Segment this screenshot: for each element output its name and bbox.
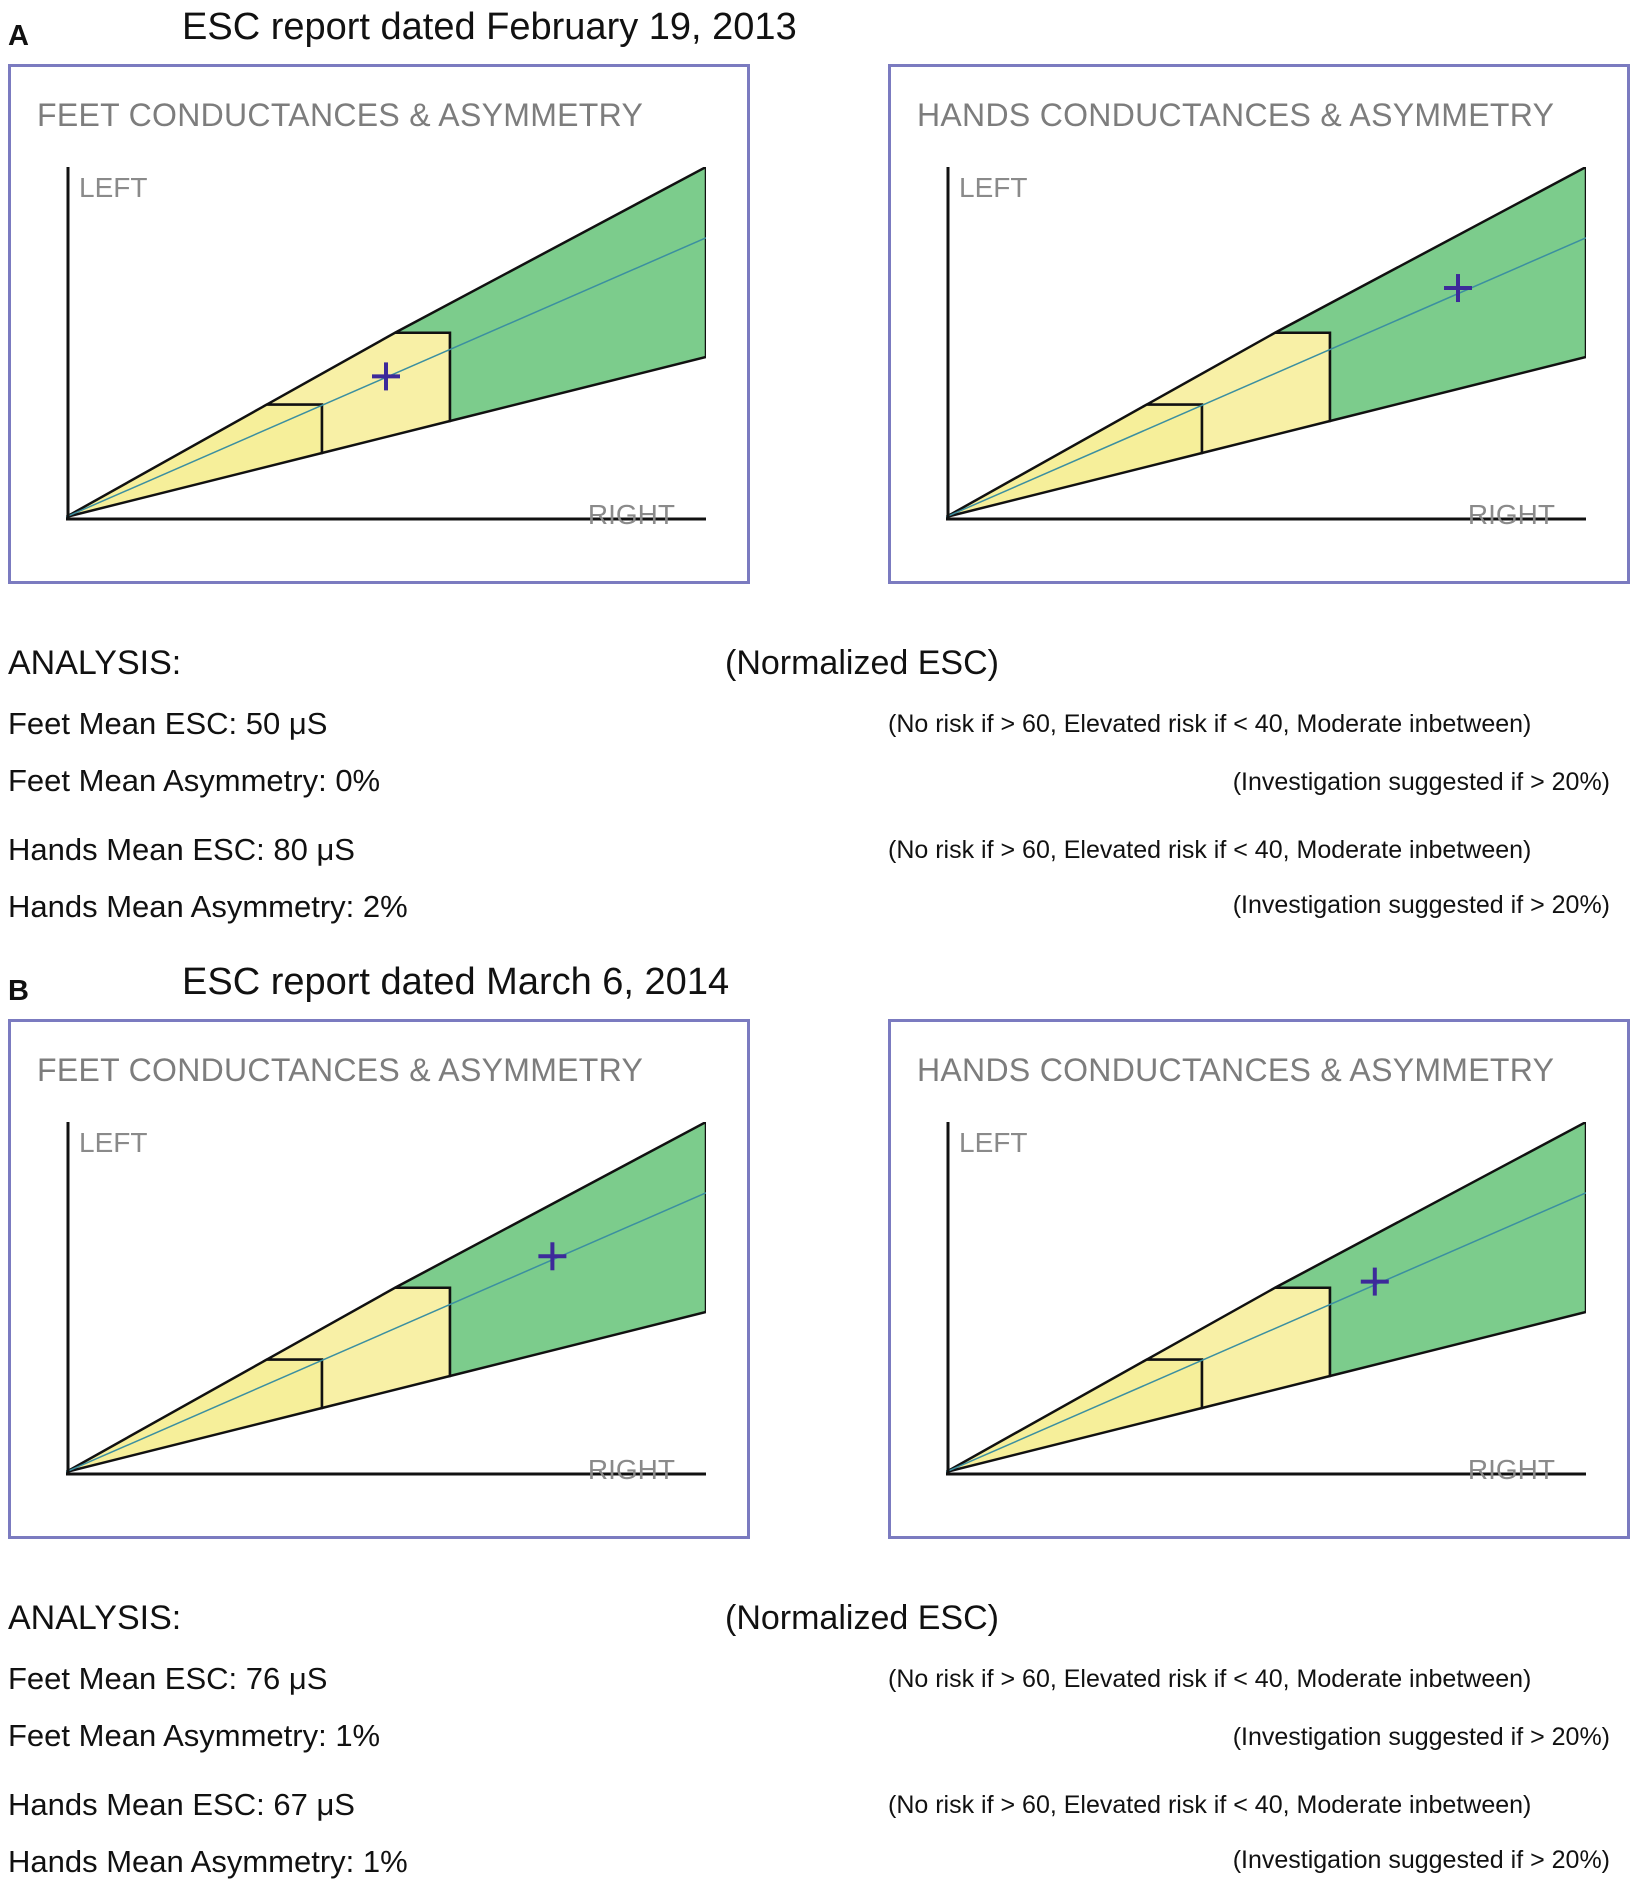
asymmetry-note: (Investigation suggested if > 20%) [1232, 891, 1610, 919]
panel-letter: B [8, 975, 29, 1007]
symmetry-line [66, 1192, 706, 1473]
normalized-esc-label: (Normalized ESC) [725, 1599, 999, 1637]
measurement-marker [372, 362, 400, 391]
feet-conductance-plot [66, 167, 706, 521]
panel-letter: A [8, 20, 29, 52]
no-risk-zone [1274, 1122, 1586, 1378]
asymmetry-note: (Investigation suggested if > 20%) [1232, 768, 1610, 796]
feet-chart-panel: FEET CONDUCTANCES & ASYMMETRY LEFT RIGHT [8, 64, 750, 584]
hands-mean-esc: Hands Mean ESC: 80 μS [8, 832, 355, 867]
analysis-heading: ANALYSIS: [8, 1599, 182, 1637]
left-axis-label: LEFT [959, 1127, 1028, 1158]
esc-risk-note: (No risk if > 60, Elevated risk if < 40,… [888, 710, 1532, 738]
right-axis-label: RIGHT [1467, 1454, 1555, 1485]
hands-chart-panel: HANDS CONDUCTANCES & ASYMMETRY LEFT RIGH… [888, 1019, 1630, 1539]
hands-conductance-plot [946, 1122, 1586, 1476]
feet-mean-esc: Feet Mean ESC: 50 μS [8, 706, 328, 741]
feet-conductance-plot [66, 1122, 706, 1476]
hands-mean-asymmetry: Hands Mean Asymmetry: 2% [8, 889, 408, 924]
feet-mean-asymmetry: Feet Mean Asymmetry: 0% [8, 763, 381, 798]
normalized-esc-label: (Normalized ESC) [725, 644, 999, 682]
left-axis-label: LEFT [79, 172, 148, 203]
feet-mean-asymmetry: Feet Mean Asymmetry: 1% [8, 1718, 381, 1753]
hands-mean-asymmetry: Hands Mean Asymmetry: 1% [8, 1844, 408, 1879]
asymmetry-note: (Investigation suggested if > 20%) [1232, 1846, 1610, 1874]
hands-mean-esc: Hands Mean ESC: 67 μS [8, 1787, 355, 1822]
asymmetry-note: (Investigation suggested if > 20%) [1232, 1723, 1610, 1751]
no-risk-zone [394, 167, 706, 423]
chart-title: FEET CONDUCTANCES & ASYMMETRY [37, 1052, 644, 1088]
symmetry-line [946, 237, 1586, 518]
measurement-marker [1444, 274, 1472, 303]
hands-chart-panel: HANDS CONDUCTANCES & ASYMMETRY LEFT RIGH… [888, 64, 1630, 584]
right-axis-label: RIGHT [587, 1454, 675, 1485]
no-risk-zone [1274, 167, 1586, 423]
feet-mean-esc: Feet Mean ESC: 76 μS [8, 1661, 328, 1696]
report-title: ESC report dated March 6, 2014 [182, 961, 730, 1003]
esc-risk-note: (No risk if > 60, Elevated risk if < 40,… [888, 836, 1532, 864]
measurement-marker [538, 1242, 567, 1271]
chart-title: HANDS CONDUCTANCES & ASYMMETRY [917, 1052, 1555, 1088]
symmetry-line [946, 1192, 1586, 1473]
feet-chart-panel: FEET CONDUCTANCES & ASYMMETRY LEFT RIGHT [8, 1019, 750, 1539]
hands-conductance-plot [946, 167, 1586, 521]
right-axis-label: RIGHT [1467, 499, 1555, 530]
left-axis-label: LEFT [79, 1127, 148, 1158]
report-title: ESC report dated February 19, 2013 [182, 6, 797, 48]
measurement-marker [1360, 1267, 1389, 1296]
chart-title: HANDS CONDUCTANCES & ASYMMETRY [917, 97, 1555, 133]
right-axis-label: RIGHT [587, 499, 675, 530]
left-axis-label: LEFT [959, 172, 1028, 203]
esc-risk-note: (No risk if > 60, Elevated risk if < 40,… [888, 1665, 1532, 1693]
esc-risk-note: (No risk if > 60, Elevated risk if < 40,… [888, 1791, 1532, 1819]
analysis-heading: ANALYSIS: [8, 644, 182, 682]
chart-title: FEET CONDUCTANCES & ASYMMETRY [37, 97, 644, 133]
